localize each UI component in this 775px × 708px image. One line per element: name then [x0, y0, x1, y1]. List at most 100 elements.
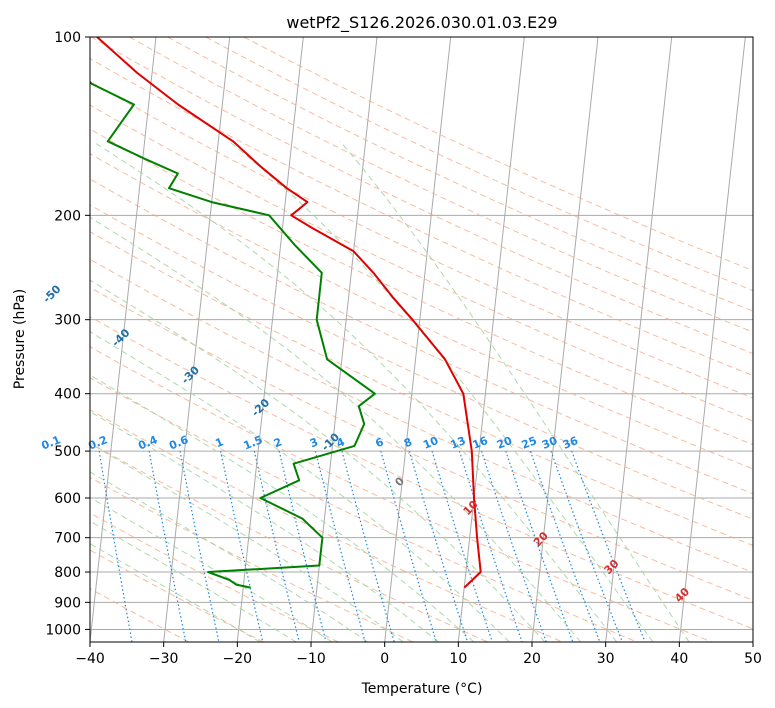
dry-adiabat-line [90, 204, 753, 520]
isotherm-line [0, 37, 9, 642]
x-axis-ticks: −40 −30 −20 −10 0 10 20 30 40 50 [75, 642, 762, 667]
moist-adiabat-line [90, 216, 582, 642]
moist-adiabat-line [90, 411, 439, 642]
x-tick-label: 50 [744, 651, 762, 667]
isotherm-label: 10 [461, 498, 481, 518]
dry-adiabat-line [90, 476, 414, 642]
mixing-ratio-label: 2 [272, 435, 284, 450]
dry-adiabat-line [90, 377, 638, 642]
x-tick-label: −40 [75, 651, 105, 667]
y-tick-label: 1000 [45, 622, 81, 638]
isotherm-label: 20 [531, 529, 551, 549]
y-tick-label: 500 [54, 444, 81, 460]
isotherm-label: -50 [40, 282, 63, 305]
mixing-ratio-label: 10 [421, 434, 440, 452]
moist-adiabat-line [90, 442, 404, 642]
mixing-ratio-label: 0.6 [167, 433, 190, 452]
dry-adiabat-line [90, 178, 753, 495]
isotherm-label: -30 [179, 363, 202, 386]
dry-adiabat-line [90, 549, 264, 642]
x-tick-label: −20 [223, 651, 253, 667]
moist-adiabat-line [90, 496, 333, 642]
mixing-ratio-line [341, 450, 395, 642]
y-tick-label: 200 [54, 208, 81, 224]
mixing-ratio-label: 3 [308, 435, 320, 450]
x-tick-label: −30 [149, 651, 179, 667]
moist-adiabat-line [92, 140, 618, 642]
mixing-ratio-lines [98, 450, 646, 642]
moist-adiabat-line [90, 520, 297, 642]
mixing-ratio-line [571, 450, 646, 642]
mixing-ratio-line [220, 450, 264, 642]
isotherm-line [457, 37, 525, 642]
dry-adiabat-line [90, 258, 753, 574]
dry-adiabat-line [90, 587, 190, 642]
mixing-ratio-label: 6 [374, 435, 386, 450]
mixing-ratio-label: 0.4 [136, 433, 159, 452]
dry-adiabat-line [90, 346, 712, 642]
dry-adiabat-line [90, 80, 753, 399]
dry-adiabat-line [90, 57, 753, 377]
isotherm-line [90, 37, 157, 642]
x-tick-label: 40 [670, 651, 688, 667]
isotherm-label: -40 [109, 326, 132, 349]
moist-adiabats [90, 140, 690, 642]
dry-adiabat-line [90, 442, 488, 642]
y-tick-label: 100 [54, 30, 81, 46]
dewpoint-profile-line [90, 80, 376, 589]
dry-adiabat-line [90, 231, 753, 547]
x-tick-label: 20 [523, 651, 541, 667]
mixing-ratio-label: 1 [213, 435, 225, 450]
moist-adiabat-line [228, 140, 654, 642]
dry-adiabat-line [90, 37, 753, 355]
mixing-ratio-label: 30 [540, 434, 559, 452]
y-tick-label: 700 [54, 531, 81, 547]
dry-adiabat-line [90, 512, 339, 642]
mixing-ratio-line [550, 450, 623, 642]
mixing-ratio-line [505, 450, 574, 642]
y-tick-label: 300 [54, 313, 81, 329]
pressure-gridlines [90, 37, 753, 630]
x-tick-label: 30 [597, 651, 615, 667]
mixing-ratio-line [179, 450, 220, 642]
y-tick-label: 800 [54, 565, 81, 581]
moist-adiabat-line [90, 374, 475, 642]
mixing-ratio-line [148, 450, 187, 642]
mixing-ratio-line [431, 450, 493, 642]
y-tick-label: 900 [54, 595, 81, 611]
x-tick-label: 10 [449, 651, 467, 667]
moist-adiabat-line [90, 471, 368, 642]
line-annotations: 0.10.20.40.611.52346810131620253036-100-… [40, 282, 693, 605]
x-tick-label: −10 [296, 651, 326, 667]
mixing-ratio-line [253, 450, 300, 642]
moist-adiabat-line [90, 543, 261, 642]
y-tick-label: 600 [54, 491, 81, 507]
mixing-ratio-label: 13 [449, 434, 468, 452]
x-tick-label: 0 [380, 651, 389, 667]
mixing-ratio-line [408, 450, 469, 642]
mixing-ratio-label: 1.5 [242, 433, 265, 452]
isotherm-label: -20 [249, 396, 272, 419]
isotherm-line [384, 37, 452, 642]
isotherm-line [752, 637, 753, 642]
mixing-ratio-label: 8 [402, 435, 414, 450]
dry-adiabat-line [129, 37, 753, 333]
dry-adiabat-line [90, 153, 753, 470]
dry-adiabat-line [90, 409, 563, 642]
isotherm-line [605, 37, 673, 642]
isotherm-line [678, 37, 746, 642]
isotherm-line [531, 37, 599, 642]
dry-adiabat-line [90, 104, 753, 422]
sounding-profiles [90, 37, 482, 589]
moist-adiabat-line [90, 279, 546, 642]
temperature-profile-line [96, 37, 482, 589]
mixing-ratio-label: 16 [471, 434, 490, 452]
isotherm-line [236, 37, 304, 642]
chart-title: wetPf2_S126.2026.030.01.03.E29 [286, 13, 557, 33]
y-axis-label: Pressure (hPa) [12, 289, 28, 389]
mixing-ratio-label: 36 [561, 434, 580, 452]
dry-adiabat-line [243, 37, 753, 272]
mixing-ratio-line [98, 451, 133, 642]
mixing-ratio-label: 20 [495, 434, 514, 452]
